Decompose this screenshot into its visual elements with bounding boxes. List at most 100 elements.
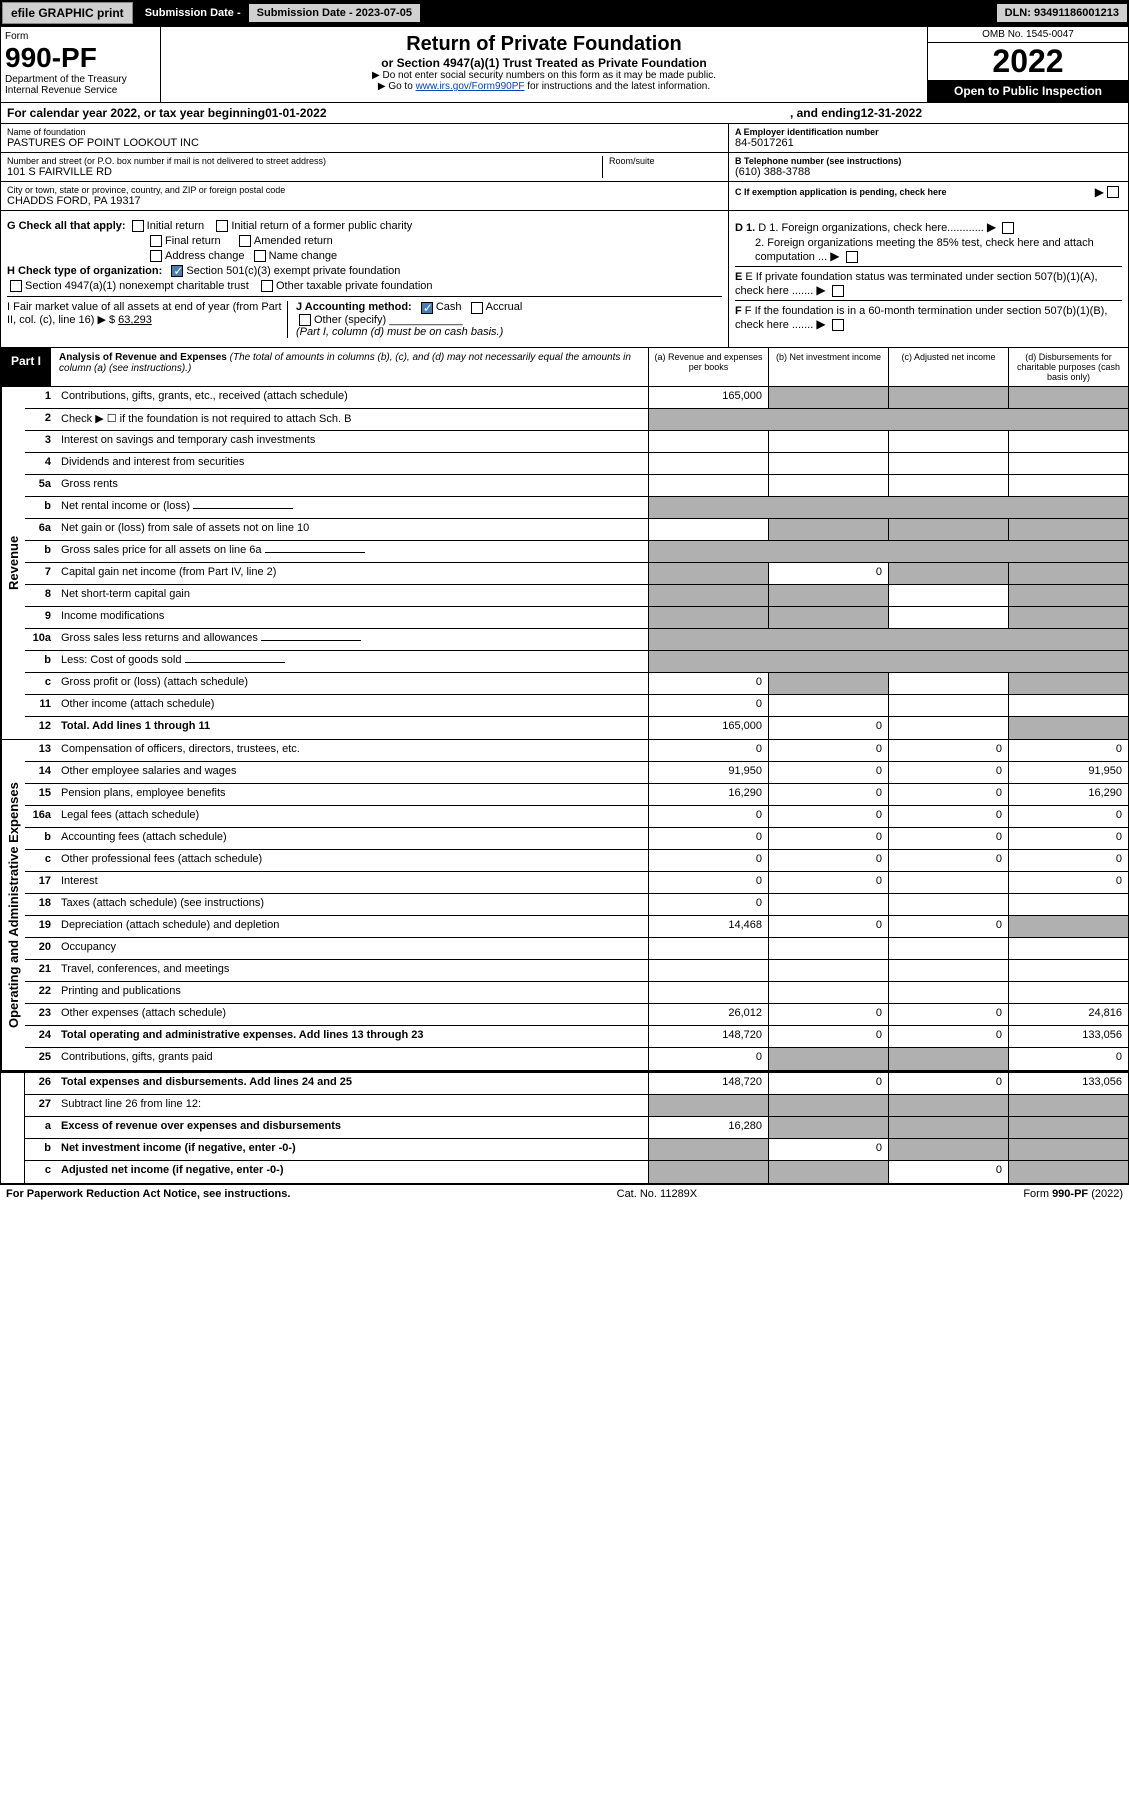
col-c-hdr: (c) Adjusted net income xyxy=(888,348,1008,386)
entity-block: Name of foundation PASTURES OF POINT LOO… xyxy=(0,124,1129,211)
chk-f[interactable] xyxy=(832,319,844,331)
revenue-section: Revenue 1Contributions, gifts, grants, e… xyxy=(0,387,1129,740)
col-b-hdr: (b) Net investment income xyxy=(768,348,888,386)
opex-section: Operating and Administrative Expenses 13… xyxy=(0,740,1129,1071)
col-d-hdr: (d) Disbursements for charitable purpose… xyxy=(1008,348,1128,386)
summary-section: 26Total expenses and disbursements. Add … xyxy=(0,1071,1129,1184)
table-row: 1Contributions, gifts, grants, etc., rec… xyxy=(25,387,1128,409)
chk-4947[interactable] xyxy=(10,280,22,292)
table-row: 8Net short-term capital gain xyxy=(25,585,1128,607)
form-link[interactable]: www.irs.gov/Form990PF xyxy=(416,81,525,92)
dept: Department of the Treasury xyxy=(5,74,156,85)
chk-d2[interactable] xyxy=(846,251,858,263)
chk-d1[interactable] xyxy=(1002,222,1014,234)
chk-amended[interactable] xyxy=(239,235,251,247)
form-title: Return of Private Foundation xyxy=(167,33,921,56)
table-row: bNet rental income or (loss) xyxy=(25,497,1128,519)
table-row: 16aLegal fees (attach schedule)0000 xyxy=(25,806,1128,828)
chk-final[interactable] xyxy=(150,235,162,247)
year-end: 12-31-2022 xyxy=(861,106,922,120)
part1-title: Analysis of Revenue and Expenses xyxy=(59,352,227,363)
ein-label: A Employer identification number xyxy=(735,127,1122,137)
chk-cash[interactable] xyxy=(421,302,433,314)
opex-side-label: Operating and Administrative Expenses xyxy=(1,740,25,1070)
address: 101 S FAIRVILLE RD xyxy=(7,166,602,178)
col-a-hdr: (a) Revenue and expenses per books xyxy=(648,348,768,386)
note2: ▶ Go to www.irs.gov/Form990PF for instru… xyxy=(167,81,921,92)
table-row: 27Subtract line 26 from line 12: xyxy=(25,1095,1128,1117)
c-checkbox[interactable] xyxy=(1107,186,1119,198)
room-label: Room/suite xyxy=(609,156,722,166)
sub-date-label: Submission Date - xyxy=(137,4,249,22)
table-row: 26Total expenses and disbursements. Add … xyxy=(25,1073,1128,1095)
open-inspection: Open to Public Inspection xyxy=(928,80,1128,102)
city: CHADDS FORD, PA 19317 xyxy=(7,195,722,207)
foundation-name: PASTURES OF POINT LOOKOUT INC xyxy=(7,137,722,149)
table-row: 25Contributions, gifts, grants paid00 xyxy=(25,1048,1128,1070)
form-header: Form 990-PF Department of the Treasury I… xyxy=(0,26,1129,103)
part1-header: Part I Analysis of Revenue and Expenses … xyxy=(0,348,1129,387)
table-row: 13Compensation of officers, directors, t… xyxy=(25,740,1128,762)
table-row: aExcess of revenue over expenses and dis… xyxy=(25,1117,1128,1139)
j-note: (Part I, column (d) must be on cash basi… xyxy=(296,326,503,338)
table-row: 19Depreciation (attach schedule) and dep… xyxy=(25,916,1128,938)
dln: DLN: 93491186001213 xyxy=(997,4,1127,22)
topbar: efile GRAPHIC print Submission Date - Su… xyxy=(0,0,1129,26)
form-number: 990-PF xyxy=(5,42,156,74)
table-row: 14Other employee salaries and wages91,95… xyxy=(25,762,1128,784)
table-row: bGross sales price for all assets on lin… xyxy=(25,541,1128,563)
table-row: 24Total operating and administrative exp… xyxy=(25,1026,1128,1048)
tax-year: 2022 xyxy=(928,43,1128,80)
form-subtitle: or Section 4947(a)(1) Trust Treated as P… xyxy=(167,56,921,70)
revenue-side-label: Revenue xyxy=(1,387,25,739)
table-row: 20Occupancy xyxy=(25,938,1128,960)
table-row: 18Taxes (attach schedule) (see instructi… xyxy=(25,894,1128,916)
chk-e[interactable] xyxy=(832,285,844,297)
chk-501c3[interactable] xyxy=(171,265,183,277)
table-row: 10aGross sales less returns and allowanc… xyxy=(25,629,1128,651)
footer-left: For Paperwork Reduction Act Notice, see … xyxy=(6,1188,290,1200)
name-label: Name of foundation xyxy=(7,127,722,137)
table-row: cOther professional fees (attach schedul… xyxy=(25,850,1128,872)
efile-btn[interactable]: efile GRAPHIC print xyxy=(2,2,133,24)
phone-label: B Telephone number (see instructions) xyxy=(735,156,1122,166)
chk-name-change[interactable] xyxy=(254,250,266,262)
table-row: 11Other income (attach schedule)0 xyxy=(25,695,1128,717)
g-label: G Check all that apply: xyxy=(7,220,126,232)
table-row: cGross profit or (loss) (attach schedule… xyxy=(25,673,1128,695)
calendar-year-row: For calendar year 2022, or tax year begi… xyxy=(0,103,1129,124)
table-row: 9Income modifications xyxy=(25,607,1128,629)
note1: ▶ Do not enter social security numbers o… xyxy=(167,70,921,81)
c-label: C If exemption application is pending, c… xyxy=(735,187,1095,197)
phone: (610) 388-3788 xyxy=(735,166,1122,178)
irs: Internal Revenue Service xyxy=(5,85,156,96)
ein: 84-5017261 xyxy=(735,137,1122,149)
chk-other-method[interactable] xyxy=(299,314,311,326)
table-row: 23Other expenses (attach schedule)26,012… xyxy=(25,1004,1128,1026)
chk-initial[interactable] xyxy=(132,220,144,232)
table-row: 15Pension plans, employee benefits16,290… xyxy=(25,784,1128,806)
h-label: H Check type of organization: xyxy=(7,265,162,277)
chk-addr-change[interactable] xyxy=(150,250,162,262)
table-row: 4Dividends and interest from securities xyxy=(25,453,1128,475)
table-row: 22Printing and publications xyxy=(25,982,1128,1004)
addr-label: Number and street (or P.O. box number if… xyxy=(7,156,602,166)
table-row: 21Travel, conferences, and meetings xyxy=(25,960,1128,982)
table-row: 7Capital gain net income (from Part IV, … xyxy=(25,563,1128,585)
sub-date: Submission Date - 2023-07-05 xyxy=(249,4,420,22)
table-row: 17Interest000 xyxy=(25,872,1128,894)
chk-other-tax[interactable] xyxy=(261,280,273,292)
form-label: Form xyxy=(5,31,156,42)
check-section: G Check all that apply: Initial return I… xyxy=(0,211,1129,348)
footer-right: Form 990-PF (2022) xyxy=(1023,1188,1123,1200)
table-row: cAdjusted net income (if negative, enter… xyxy=(25,1161,1128,1183)
table-row: bAccounting fees (attach schedule)0000 xyxy=(25,828,1128,850)
i-value: 63,293 xyxy=(118,314,152,326)
table-row: 5aGross rents xyxy=(25,475,1128,497)
table-row: bLess: Cost of goods sold xyxy=(25,651,1128,673)
page-footer: For Paperwork Reduction Act Notice, see … xyxy=(0,1184,1129,1203)
footer-mid: Cat. No. 11289X xyxy=(617,1188,698,1200)
chk-accrual[interactable] xyxy=(471,302,483,314)
chk-initial-former[interactable] xyxy=(216,220,228,232)
table-row: 6aNet gain or (loss) from sale of assets… xyxy=(25,519,1128,541)
